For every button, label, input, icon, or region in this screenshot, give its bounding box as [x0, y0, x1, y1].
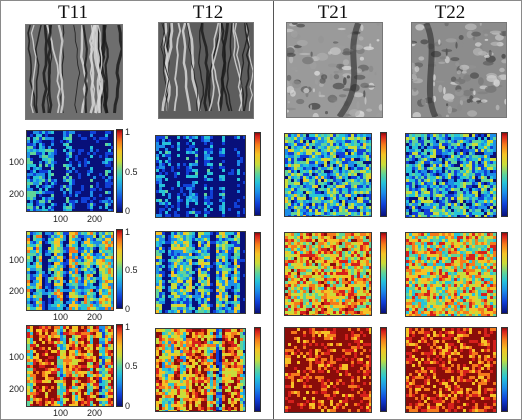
x-tick-100: 100	[53, 312, 69, 322]
colorbar-row2-t11	[116, 229, 123, 309]
heatmap-row2-t22	[405, 232, 497, 317]
heatmap-row3-t12	[155, 328, 246, 413]
colorbar-tick-0: 0	[125, 401, 131, 411]
y-tick-100: 100	[9, 255, 25, 265]
colorbar-tick-1: 1	[125, 322, 131, 332]
x-tick-200: 200	[87, 214, 103, 224]
column-title-t12: T12	[192, 2, 224, 23]
heatmap-row2-t12	[155, 231, 246, 314]
x-tick-100: 100	[53, 214, 69, 224]
bark-photo-t12	[158, 22, 254, 119]
colorbar-row3-t21	[380, 327, 387, 412]
column-title-t11: T11	[58, 2, 88, 23]
bark-photo-t11	[25, 24, 124, 120]
column-title-t22: T22	[434, 2, 466, 23]
colorbar-row3-t12	[254, 327, 261, 412]
colorbar-row1-t12	[254, 132, 261, 216]
colorbar-tick-0.5: 0.5	[125, 361, 138, 371]
heatmap-row3-t21	[284, 327, 372, 413]
y-tick-200: 200	[9, 286, 25, 296]
heatmap-row1-t12	[155, 135, 246, 218]
colorbar-row3-t22	[501, 327, 508, 412]
colorbar-row2-t22	[501, 232, 508, 314]
colorbar-tick-0: 0	[125, 304, 131, 314]
bark-photo-t21	[282, 21, 386, 121]
heatmap-row1-t21	[284, 133, 372, 218]
y-tick-200: 200	[9, 189, 25, 199]
colorbar-tick-1: 1	[125, 127, 131, 137]
y-tick-100: 100	[9, 157, 25, 167]
column-title-t21: T21	[317, 2, 349, 23]
heatmap-row1-t22	[405, 133, 497, 218]
colorbar-tick-0.5: 0.5	[125, 265, 138, 275]
colorbar-row2-t21	[380, 232, 387, 314]
colorbar-tick-0: 0	[125, 206, 131, 216]
group-divider	[273, 1, 274, 419]
colorbar-row3-t11	[116, 324, 123, 407]
bark-photo-t22	[407, 21, 511, 120]
heatmap-row2-t21	[284, 232, 372, 317]
heatmap-row3-t11	[26, 325, 114, 407]
colorbar-row1-t11	[116, 129, 123, 213]
x-tick-100: 100	[53, 408, 69, 418]
colorbar-row1-t22	[501, 132, 508, 217]
colorbar-row2-t12	[254, 232, 261, 314]
heatmap-row2-t11	[26, 231, 114, 311]
heatmap-row3-t22	[405, 327, 497, 413]
colorbar-row1-t21	[380, 132, 387, 217]
colorbar-tick-1: 1	[125, 227, 131, 237]
x-tick-200: 200	[87, 408, 103, 418]
heatmap-row1-t11	[26, 130, 114, 212]
y-tick-100: 100	[9, 352, 25, 362]
x-tick-200: 200	[87, 312, 103, 322]
colorbar-tick-0.5: 0.5	[125, 167, 138, 177]
y-tick-200: 200	[9, 384, 25, 394]
